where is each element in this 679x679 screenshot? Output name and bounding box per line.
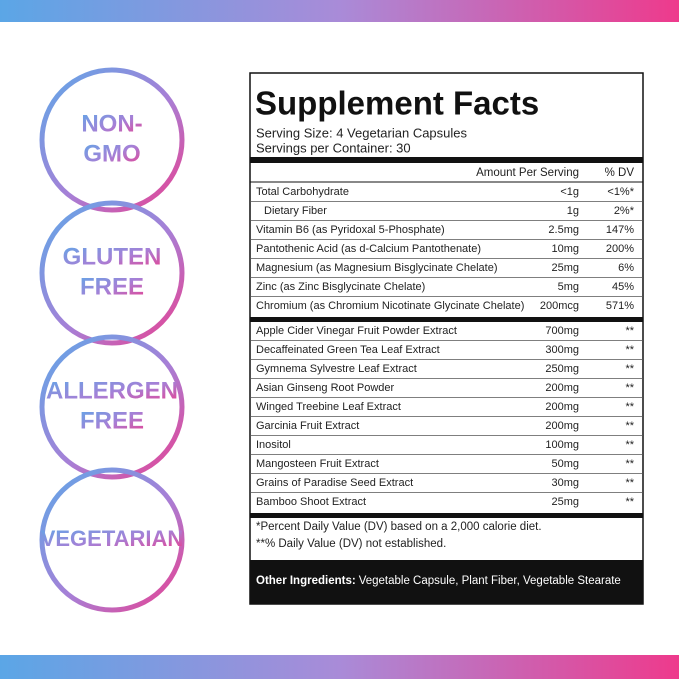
badge-ring xyxy=(39,67,185,213)
title: Supplement Facts xyxy=(255,85,539,122)
nutrient-name: Asian Ginseng Root Powder xyxy=(256,382,395,394)
bottom-bar xyxy=(0,655,679,679)
nutrient-amount: 200mg xyxy=(545,382,579,394)
top-bar xyxy=(0,0,679,22)
amount-header: Amount Per Serving xyxy=(476,167,579,179)
nutrient-dv: ** xyxy=(625,325,634,337)
nutrient-amount: 2.5mg xyxy=(548,224,579,236)
nutrient-amount: 200mcg xyxy=(540,300,579,312)
nutrient-name: Chromium (as Chromium Nicotinate Glycina… xyxy=(256,300,524,312)
nutrient-amount: <1g xyxy=(560,186,579,198)
nutrient-dv: ** xyxy=(625,420,634,432)
nutrient-dv: 45% xyxy=(612,281,634,293)
badge-text: VEGETARIAN xyxy=(41,526,184,551)
thick-rule xyxy=(250,157,643,163)
nutrient-dv: ** xyxy=(625,477,634,489)
nutrient-dv: 6% xyxy=(618,262,634,274)
serving-size: Serving Size: 4 Vegetarian Capsules xyxy=(256,125,468,140)
nutrient-amount: 50mg xyxy=(551,458,579,470)
nutrient-name: Magnesium (as Magnesium Bisglycinate Che… xyxy=(256,262,498,274)
badge-ring xyxy=(39,467,185,613)
nutrient-dv: ** xyxy=(625,401,634,413)
nutrient-amount: 300mg xyxy=(545,344,579,356)
badge-text: ALLERGEN xyxy=(46,377,178,404)
nutrient-name: Zinc (as Zinc Bisglycinate Chelate) xyxy=(256,281,425,293)
badge-text: FREE xyxy=(80,273,144,300)
thick-rule xyxy=(250,513,643,518)
nutrient-dv: ** xyxy=(625,458,634,470)
nutrient-amount: 200mg xyxy=(545,420,579,432)
badge-ring xyxy=(39,200,185,346)
nutrient-amount: 700mg xyxy=(545,325,579,337)
nutrient-dv: 2%* xyxy=(614,205,635,217)
other-label: Other Ingredients: xyxy=(256,575,356,587)
nutrient-dv: ** xyxy=(625,363,634,375)
nutrient-name: Total Carbohydrate xyxy=(256,186,349,198)
nutrient-dv: <1%* xyxy=(607,186,634,198)
nutrient-amount: 25mg xyxy=(551,496,579,508)
nutrient-name: Winged Treebine Leaf Extract xyxy=(256,401,401,413)
nutrient-name: Garcinia Fruit Extract xyxy=(256,420,359,432)
other-ingredients: Other Ingredients: Vegetable Capsule, Pla… xyxy=(256,575,621,587)
nutrient-amount: 25mg xyxy=(551,262,579,274)
nutrient-amount: 30mg xyxy=(551,477,579,489)
nutrient-name: Bamboo Shoot Extract xyxy=(256,496,366,508)
nutrient-dv: ** xyxy=(625,496,634,508)
nutrient-dv: ** xyxy=(625,344,634,356)
servings: Servings per Container: 30 xyxy=(256,140,411,155)
nutrient-amount: 10mg xyxy=(551,243,579,255)
nutrient-name: Pantothenic Acid (as d-Calcium Pantothen… xyxy=(256,243,481,255)
nutrient-name: Grains of Paradise Seed Extract xyxy=(256,477,413,489)
thick-rule xyxy=(250,317,643,322)
nutrient-name: Mangosteen Fruit Extract xyxy=(256,458,379,470)
nutrient-dv: ** xyxy=(625,439,634,451)
other-box xyxy=(250,560,643,604)
badges: NON- GMO GLUTEN FREE ALLERGEN FREE VEGETARIAN xyxy=(39,67,185,613)
nutrient-dv: ** xyxy=(625,382,634,394)
nutrient-amount: 1g xyxy=(567,205,579,217)
footnote: **% Daily Value (DV) not established. xyxy=(256,538,446,550)
nutrient-amount: 200mg xyxy=(545,401,579,413)
nutrient-name: Decaffeinated Green Tea Leaf Extract xyxy=(256,344,440,356)
badge-text: GLUTEN xyxy=(63,243,162,270)
badge-text: GMO xyxy=(83,140,140,167)
nutrient-name: Gymnema Sylvestre Leaf Extract xyxy=(256,363,417,375)
nutrient-name: Dietary Fiber xyxy=(264,205,327,217)
nutrient-dv: 571% xyxy=(606,300,634,312)
other-text: Vegetable Capsule, Plant Fiber, Vegetabl… xyxy=(359,575,621,587)
dv-header: % DV xyxy=(605,167,635,179)
nutrient-name: Vitamin B6 (as Pyridoxal 5-Phosphate) xyxy=(256,224,445,236)
badge-ring xyxy=(39,334,185,480)
nutrient-amount: 250mg xyxy=(545,363,579,375)
supplement-facts: Supplement Facts Serving Size: 4 Vegetar… xyxy=(249,72,644,605)
nutrient-name: Inositol xyxy=(256,439,291,451)
nutrient-dv: 147% xyxy=(606,224,634,236)
footnote: *Percent Daily Value (DV) based on a 2,0… xyxy=(256,521,542,533)
nutrient-dv: 200% xyxy=(606,243,634,255)
nutrient-amount: 100mg xyxy=(545,439,579,451)
badge-text: FREE xyxy=(80,407,144,434)
nutrient-name: Apple Cider Vinegar Fruit Powder Extract xyxy=(256,325,457,337)
badge-text: NON- xyxy=(81,110,142,137)
nutrient-amount: 5mg xyxy=(558,281,579,293)
